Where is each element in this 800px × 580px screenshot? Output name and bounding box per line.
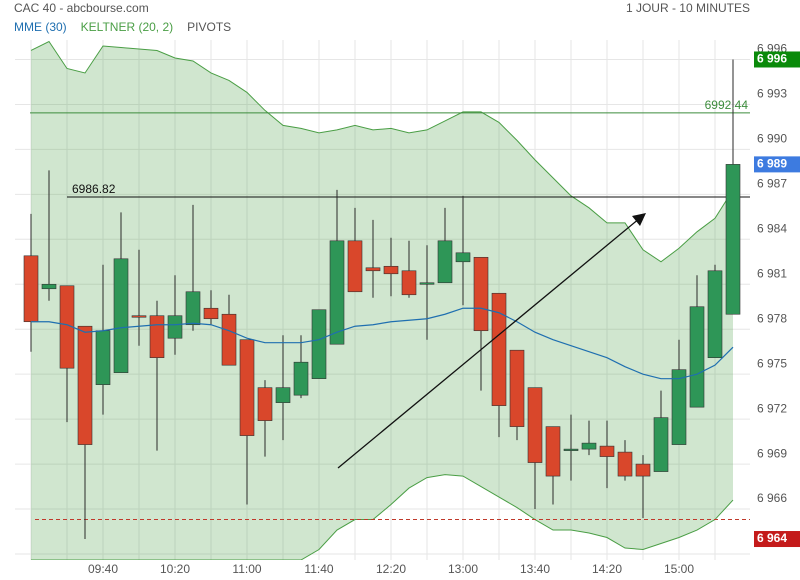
x-tick-label: 15:00 [664, 562, 694, 576]
x-tick-label: 12:20 [376, 562, 406, 576]
price-label: 6 989 [757, 157, 787, 171]
mme-line [31, 307, 734, 380]
candle-body [113, 258, 129, 373]
chart-title: CAC 40 - abcbourse.com [14, 1, 149, 15]
candle-body [257, 387, 273, 421]
chart-subtitle: 1 JOUR - 10 MINUTES [626, 1, 750, 15]
y-tick-label: 6 987 [757, 177, 787, 191]
candle-body [599, 445, 615, 457]
candle-body [293, 361, 309, 396]
candle-body [95, 330, 111, 385]
x-tick-label: 10:20 [160, 562, 190, 576]
y-tick-label: 6 984 [757, 221, 787, 235]
candle-body [275, 387, 291, 403]
candle-body [131, 315, 147, 318]
candle-body [203, 307, 219, 320]
candle-body [437, 240, 453, 284]
pivot-label: 6986.82 [72, 182, 116, 196]
y-tick-label: 6 972 [757, 401, 787, 415]
price-box [754, 51, 800, 68]
candle-body [563, 448, 579, 451]
plot-area [15, 40, 750, 560]
candle-body [419, 282, 435, 285]
candle-body [41, 283, 57, 290]
candle-body [185, 291, 201, 326]
candle-body [59, 285, 75, 369]
candle-body [545, 426, 561, 477]
candle-body [311, 309, 327, 379]
candle-body [221, 313, 237, 366]
x-tick-label: 13:00 [448, 562, 478, 576]
y-tick-label: 6 981 [757, 266, 787, 280]
y-tick-label: 6 993 [757, 87, 787, 101]
pivot-label: 6992.44 [705, 98, 749, 112]
candle-body [329, 240, 345, 345]
candle-body [635, 463, 651, 477]
y-tick-label: 6 990 [757, 132, 787, 146]
x-tick-label: 13:40 [520, 562, 550, 576]
candle-body [239, 339, 255, 436]
x-tick-label: 14:20 [592, 562, 622, 576]
candle-body [77, 325, 93, 445]
candle-body [401, 270, 417, 296]
candle-body [527, 387, 543, 463]
candle-body [581, 442, 597, 450]
legend-entry: PIVOTS [187, 20, 231, 34]
candle-body [491, 292, 507, 406]
candle-body [689, 306, 705, 408]
y-tick-label: 6 969 [757, 446, 787, 460]
price-label: 6 964 [757, 531, 787, 545]
candle-body [455, 252, 471, 263]
candle-body [383, 265, 399, 275]
y-tick-label: 6 975 [757, 356, 787, 370]
candle-body [707, 270, 723, 358]
candle-body [347, 240, 363, 293]
x-tick-label: 11:00 [232, 562, 261, 576]
candle-body [149, 315, 165, 358]
price-label: 6 996 [757, 52, 787, 66]
y-tick-label: 6 978 [757, 311, 787, 325]
keltner-lower [31, 474, 734, 560]
candle-body [671, 369, 687, 445]
candle-body [725, 164, 741, 315]
candle-body [365, 267, 381, 272]
candle-body [167, 315, 183, 339]
candle-body [509, 349, 525, 427]
legend-entry: MME (30) [14, 20, 67, 34]
price-box [754, 531, 800, 548]
candle-body [653, 417, 669, 472]
legend-entry: KELTNER (20, 2) [81, 20, 173, 34]
candle-body [617, 451, 633, 477]
x-tick-label: 09:40 [88, 562, 118, 576]
y-tick-label: 6 966 [757, 491, 787, 505]
keltner-upper [30, 40, 734, 263]
x-tick-label: 11:40 [304, 562, 333, 576]
arrow-head [632, 213, 646, 226]
keltner-band [31, 41, 733, 560]
price-box [754, 156, 800, 173]
trend-arrow [337, 217, 641, 469]
candle-body [473, 256, 489, 332]
candle-body [23, 255, 39, 323]
